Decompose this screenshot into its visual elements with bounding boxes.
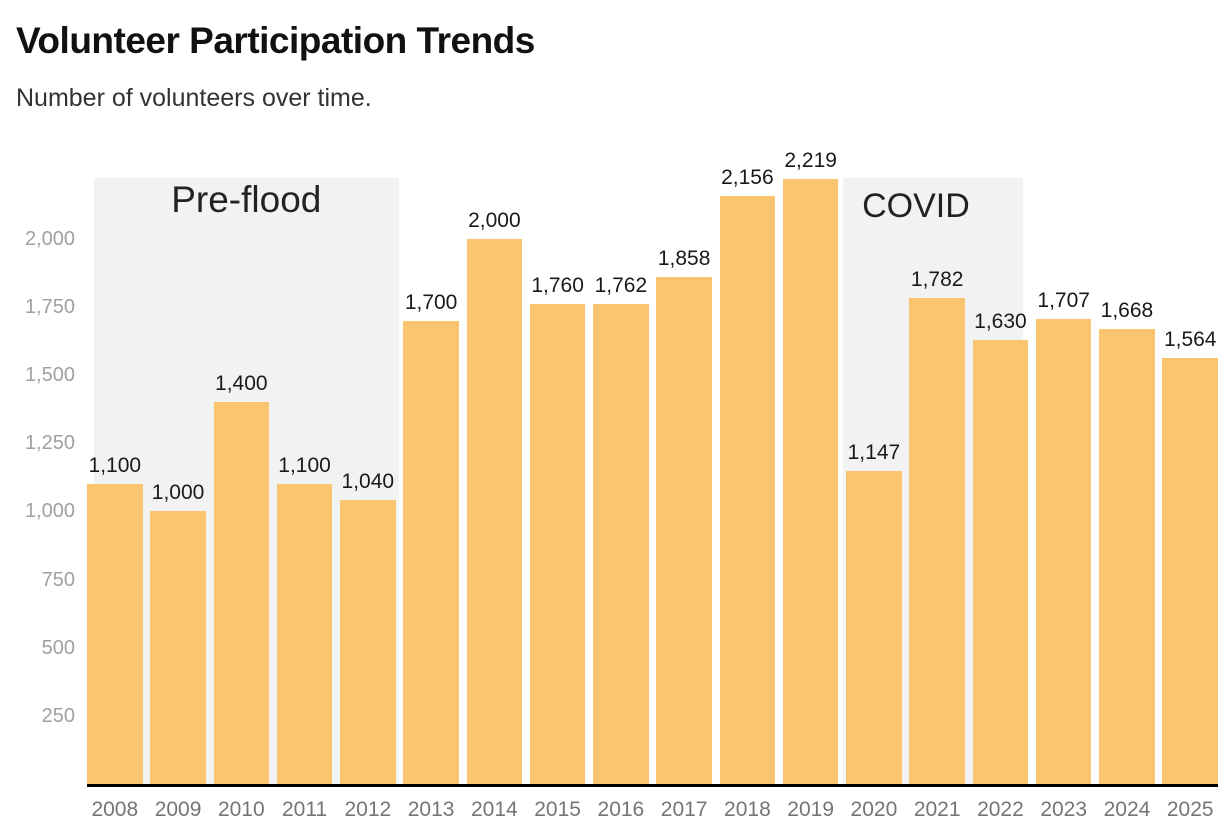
x-tick-label: 2021 <box>913 798 961 821</box>
x-tick-label: 2019 <box>787 798 835 821</box>
bar-2023 <box>1035 318 1092 784</box>
bar-value-label: 2,156 <box>721 166 774 190</box>
bar-2024 <box>1099 329 1155 784</box>
x-tick-label: 2024 <box>1103 798 1151 821</box>
x-tick-label: 2013 <box>407 798 455 821</box>
x-tick-label: 2015 <box>534 798 581 821</box>
bar-value-label: 1,000 <box>151 481 205 505</box>
bar-value-label: 1,760 <box>531 274 584 298</box>
x-tick-label: 2014 <box>471 798 518 821</box>
bar-2020 <box>846 471 902 784</box>
bar-2015 <box>529 304 586 784</box>
bar-2009 <box>150 511 206 784</box>
x-tick-label: 2018 <box>724 798 771 821</box>
bar-value-label: 1,700 <box>404 290 458 314</box>
bar-value-label: 1,040 <box>341 470 395 494</box>
x-tick-label: 2008 <box>91 798 139 821</box>
bar-value-label: 1,100 <box>278 454 331 478</box>
bar-2010 <box>213 402 270 784</box>
x-tick-label: 2011 <box>281 798 328 821</box>
x-tick-label: 2025 <box>1166 798 1214 821</box>
x-axis-line <box>87 784 1218 787</box>
y-tick-label: 500 <box>41 636 75 659</box>
x-tick-label: 2016 <box>597 798 645 821</box>
bar-value-label: 1,782 <box>910 268 964 292</box>
x-tick-label: 2023 <box>1040 798 1088 821</box>
x-tick-label: 2009 <box>154 798 202 821</box>
y-tick-label: 1,250 <box>24 432 75 455</box>
y-tick-label: 2,000 <box>24 227 75 250</box>
page-title: Volunteer Participation Trends <box>16 20 535 61</box>
y-tick-label: 250 <box>41 704 75 727</box>
bar-2016 <box>593 303 649 784</box>
annotation-label: COVID <box>862 187 970 225</box>
bar-value-label: 1,630 <box>974 309 1027 333</box>
bar-2019 <box>782 179 839 784</box>
bar-2021 <box>909 298 965 784</box>
bar-2018 <box>719 196 776 784</box>
bar-2022 <box>972 339 1029 784</box>
bar-value-label: 1,400 <box>215 372 268 396</box>
bar-value-label: 1,147 <box>847 441 901 465</box>
chart-subtitle: Number of volunteers over time. <box>16 84 372 112</box>
bar-value-label: 1,707 <box>1037 288 1090 312</box>
bar-2012 <box>340 500 396 784</box>
y-tick-label: 1,500 <box>24 364 75 387</box>
bar-value-label: 1,100 <box>88 454 142 478</box>
bar-value-label: 2,219 <box>784 149 837 173</box>
x-tick-label: 2022 <box>977 798 1024 821</box>
x-tick-label: 2017 <box>660 798 708 821</box>
y-tick-label: 1,750 <box>24 295 75 318</box>
bar-2008 <box>87 484 143 784</box>
bar-2017 <box>656 277 712 784</box>
bar-value-label: 1,564 <box>1163 327 1217 351</box>
x-tick-label: 2012 <box>344 798 392 821</box>
x-tick-label: 2020 <box>850 798 898 821</box>
bar-2013 <box>403 320 459 784</box>
plot-area: Pre-flood COVID 1,100 1,000 1,400 1,100 1,040 1… <box>87 149 1218 784</box>
annotation-label: Pre-flood <box>171 179 322 220</box>
bar-value-label: 2,000 <box>468 208 521 232</box>
y-tick-label: 750 <box>41 568 75 591</box>
bar-value-label: 1,858 <box>657 247 711 271</box>
bar-2025 <box>1162 357 1218 784</box>
bar-2011 <box>276 484 333 784</box>
bar-2014 <box>466 238 523 784</box>
bar-value-label: 1,668 <box>1100 299 1154 323</box>
x-tick-label: 2010 <box>217 798 265 821</box>
bar-value-label: 1,762 <box>594 273 648 297</box>
y-tick-label: 1,000 <box>24 500 75 523</box>
